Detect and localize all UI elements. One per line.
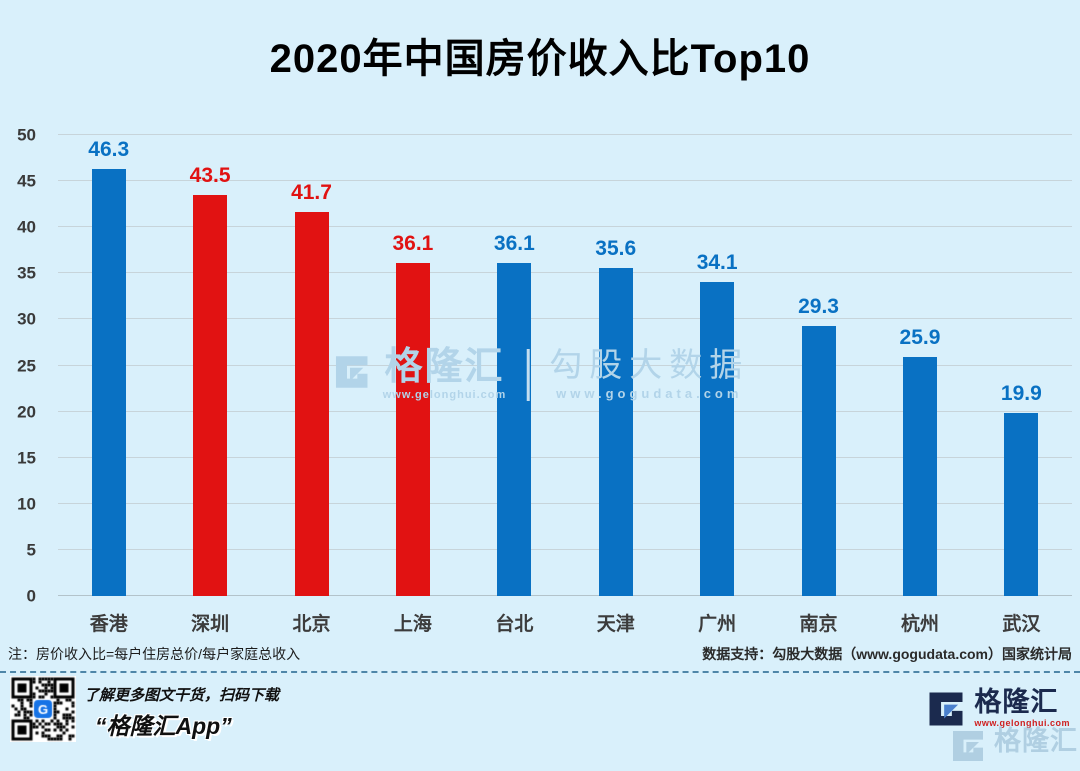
gridline — [58, 456, 1072, 458]
bar-value-label: 29.3 — [798, 294, 839, 318]
bar-group-shanghai: 36.1 上海 — [362, 135, 463, 635]
gridline — [58, 410, 1072, 412]
x-axis-label: 广州 — [698, 614, 737, 635]
bar-value-label: 36.1 — [392, 232, 434, 256]
y-axis-tick-label: 30 — [17, 309, 36, 329]
bar-group-wuhan: 19.9 武汉 — [971, 135, 1072, 635]
chart-title: 2020年中国房价收入比Top10 — [269, 37, 811, 81]
y-axis-tick-label: 10 — [17, 494, 36, 514]
bar-chart-plot-area: 46.3 香港 43.5 深圳 41.7 北京 36.1 上海 36.1 台北 … — [58, 134, 1072, 635]
x-axis-label: 武汉 — [1002, 614, 1041, 635]
logo-brand-name: 格隆汇 — [994, 726, 1078, 756]
x-axis-label: 上海 — [393, 614, 432, 635]
y-axis-tick-label: 35 — [17, 263, 36, 283]
bar-group-hongkong: 46.3 香港 — [58, 135, 159, 635]
bar-group-beijing: 41.7 北京 — [261, 135, 362, 635]
gelonghui-g-icon — [948, 726, 988, 771]
logo-brand-url: www.gelonghui.com — [974, 718, 1070, 729]
x-axis-label: 香港 — [89, 614, 128, 635]
dashed-separator — [0, 671, 1080, 673]
bar — [193, 194, 228, 596]
y-axis-tick-label: 50 — [17, 125, 36, 145]
footer-caption: 了解更多图文干货，扫码下载 — [84, 687, 280, 704]
x-axis-label: 北京 — [292, 614, 331, 635]
bar — [598, 267, 633, 596]
bar-value-label: 43.5 — [189, 163, 231, 187]
gridline — [58, 502, 1072, 504]
bar-value-label: 19.9 — [1000, 381, 1042, 405]
qr-code — [10, 676, 76, 742]
y-axis-tick-label: 20 — [17, 402, 36, 422]
x-axis-label: 南京 — [799, 614, 838, 635]
gridline — [58, 180, 1072, 182]
y-axis-tick-label: 15 — [17, 448, 36, 468]
bar — [700, 281, 735, 596]
bar-group-taipei: 36.1 台北 — [464, 135, 565, 635]
bar-value-label: 25.9 — [899, 326, 941, 350]
footer-app-name: “格隆汇App” — [95, 713, 232, 739]
gridline — [58, 595, 1072, 596]
bar-value-label: 46.3 — [88, 138, 130, 162]
y-axis-tick-label: 45 — [17, 171, 36, 191]
footnote-definition: 注：房价收入比=每户住房总价/每户家庭总收入 — [8, 646, 301, 662]
bar-group-hangzhou: 25.9 杭州 — [869, 135, 970, 635]
bar — [902, 357, 937, 596]
bar — [294, 211, 329, 596]
gridline — [58, 226, 1072, 228]
x-axis-label: 台北 — [495, 614, 534, 635]
y-axis-tick-label: 25 — [17, 356, 36, 375]
bar-group-nanjing: 29.3 南京 — [768, 135, 869, 635]
gelonghui-logo-watermark: 格隆汇 — [948, 726, 1078, 771]
bar — [801, 325, 836, 596]
bar-group-guangzhou: 34.1 广州 — [666, 135, 767, 635]
gridline — [58, 272, 1072, 274]
footnote-data-source: 数据支持：勾股大数据（www.gogudata.com）国家统计局 — [702, 646, 1072, 662]
bar-group-shenzhen: 43.5 深圳 — [159, 135, 260, 635]
bar — [1004, 412, 1039, 596]
gelonghui-g-icon — [924, 687, 968, 736]
bar-series: 46.3 香港 43.5 深圳 41.7 北京 36.1 上海 36.1 台北 … — [58, 135, 1072, 635]
y-axis-tick-label: 0 — [26, 586, 36, 606]
y-axis-tick-label: 40 — [17, 217, 36, 237]
bar — [91, 169, 126, 596]
bar-value-label: 41.7 — [291, 180, 332, 204]
x-axis-label: 深圳 — [191, 614, 230, 635]
x-axis-label: 杭州 — [900, 614, 939, 635]
gridline — [58, 134, 1072, 135]
bar-value-label: 34.1 — [696, 250, 738, 274]
gelonghui-logo: 格隆汇 www.gelonghui.com — [924, 687, 1070, 736]
y-axis-tick-label: 5 — [26, 540, 36, 560]
bar — [497, 263, 532, 596]
bar-value-label: 36.1 — [493, 232, 535, 256]
gridline — [58, 364, 1072, 366]
bar-value-label: 35.6 — [595, 236, 637, 260]
gridline — [58, 318, 1072, 320]
gridline — [58, 548, 1072, 550]
x-axis-label: 天津 — [596, 614, 635, 635]
y-axis: 0 5 10 15 20 25 30 35 40 45 50 — [0, 127, 48, 605]
bar-group-tianjin: 35.6 天津 — [565, 135, 666, 635]
bar — [395, 263, 430, 596]
logo-brand-name: 格隆汇 — [974, 687, 1059, 717]
